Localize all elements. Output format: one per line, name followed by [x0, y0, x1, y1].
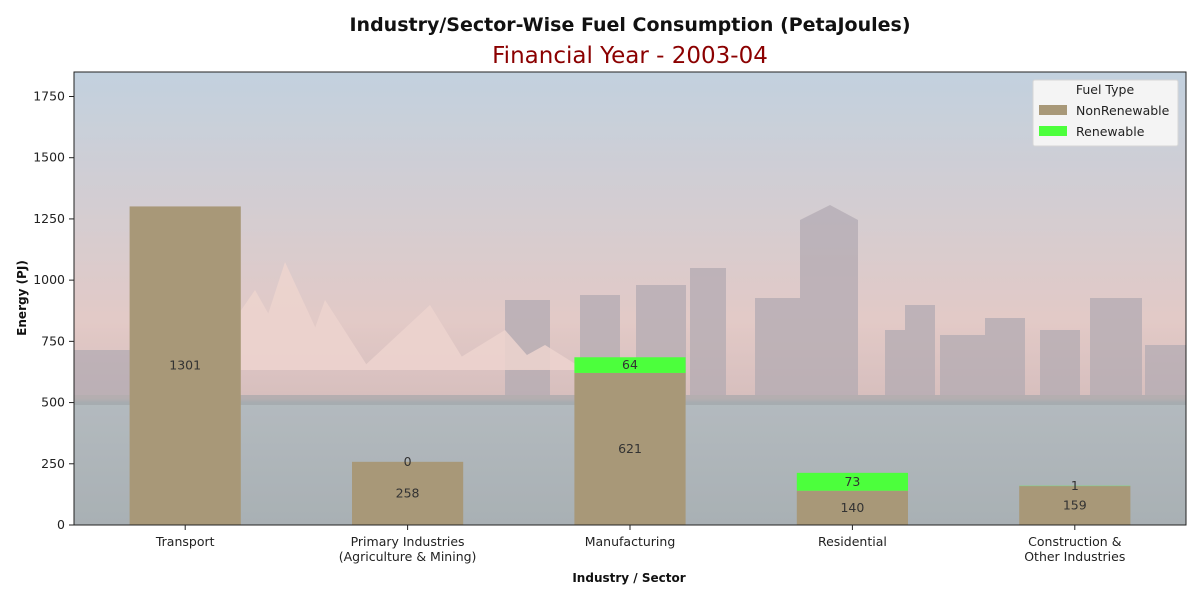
x-axis: Transport Primary Industries(Agriculture …	[155, 525, 1125, 564]
y-tick-label-1: 250	[41, 456, 65, 471]
skyline-decoration	[74, 205, 1186, 395]
x-tick-label-1-1: (Agriculture & Mining)	[339, 549, 477, 564]
x-tick-label-1-0: Primary Industries	[351, 534, 465, 549]
legend-box	[1032, 79, 1179, 147]
bar-nonrenewable-1	[352, 461, 464, 525]
bar-nonrenewable-4	[1019, 486, 1131, 525]
y-tick-label-2: 500	[41, 395, 65, 410]
bar-label-nonrenewable-2: 621	[618, 441, 642, 456]
x-tick-label-2-0: Manufacturing	[585, 534, 676, 549]
y-axis-label: Energy (PJ)	[15, 260, 29, 336]
bars-layer: 1301 258 0 621 64 140 73 159 1	[129, 206, 1131, 525]
y-axis: 0 250 500 750 1000 1250 1500 1750	[33, 88, 74, 532]
bar-nonrenewable-3	[796, 490, 908, 525]
bar-label-renewable-3: 73	[844, 474, 860, 489]
x-tick-label-3-0: Residential	[818, 534, 887, 549]
bar-label-nonrenewable-0: 1301	[169, 358, 201, 373]
legend-label-renewable: Renewable	[1076, 124, 1145, 139]
plot-frame	[73, 71, 1187, 526]
bar-nonrenewable-0	[129, 206, 241, 525]
bar-label-nonrenewable-1: 258	[396, 485, 420, 500]
x-axis-label: Industry / Sector	[572, 571, 685, 585]
y-tick-label-4: 1000	[33, 272, 65, 287]
bar-nonrenewable-2	[574, 372, 686, 525]
chart-subtitle: Financial Year - 2003-04	[492, 43, 768, 69]
bar-label-nonrenewable-4: 159	[1063, 498, 1087, 513]
bar-label-renewable-1: 0	[404, 454, 412, 469]
y-tick-label-7: 1750	[33, 88, 65, 103]
legend: Fuel Type NonRenewable Renewable	[1032, 79, 1179, 147]
legend-swatch-renewable	[1039, 126, 1067, 136]
x-tick-label-4-1: Other Industries	[1024, 549, 1125, 564]
x-tick-label-0-0: Transport	[155, 534, 215, 549]
y-tick-label-5: 1250	[33, 211, 65, 226]
bar-renewable-2	[574, 357, 686, 373]
opera-house-decoration	[200, 262, 585, 370]
legend-swatch-nonrenewable	[1039, 105, 1067, 115]
y-tick-label-3: 750	[41, 333, 65, 348]
bar-label-renewable-4: 1	[1071, 478, 1079, 493]
legend-label-nonrenewable: NonRenewable	[1076, 103, 1170, 118]
y-tick-label-0: 0	[57, 517, 65, 532]
chart-title: Industry/Sector-Wise Fuel Consumption (P…	[349, 14, 910, 36]
y-tick-label-6: 1500	[33, 150, 65, 165]
bar-label-renewable-2: 64	[622, 357, 638, 372]
bar-label-nonrenewable-3: 140	[840, 500, 864, 515]
bar-renewable-3	[796, 472, 908, 491]
x-tick-label-4-0: Construction &	[1028, 534, 1122, 549]
legend-title: Fuel Type	[1076, 82, 1135, 97]
